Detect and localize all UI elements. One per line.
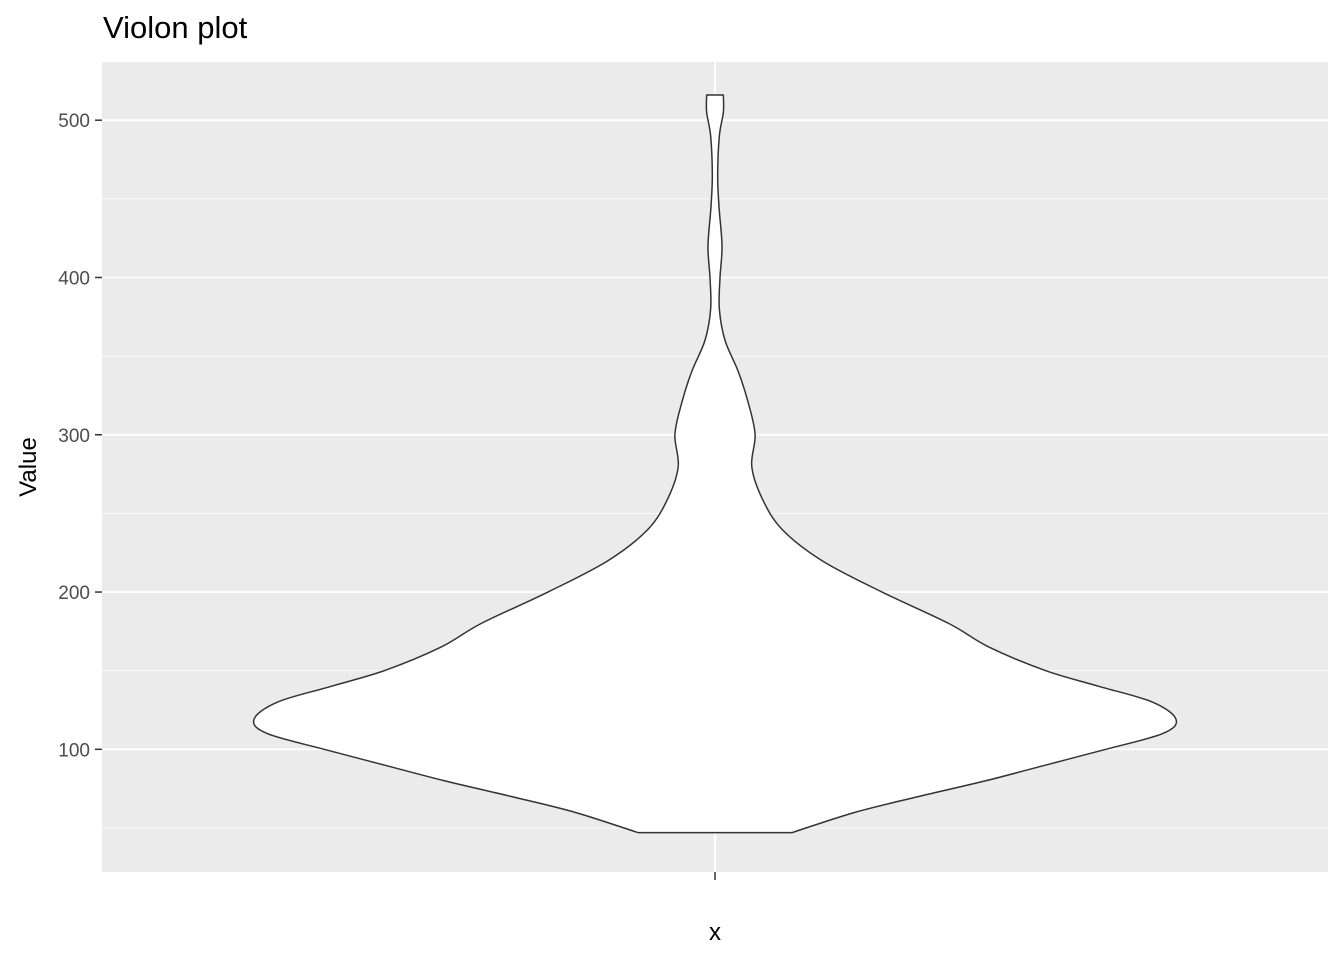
y-tick-label: 400	[58, 268, 90, 289]
y-tick-label: 500	[58, 111, 90, 132]
y-axis-title: Value	[15, 437, 42, 497]
y-tick-label: 100	[58, 740, 90, 761]
y-axis: 100 200 300 400 500	[58, 111, 102, 761]
violin-shape	[252, 94, 1178, 834]
chart-title: Violon plot	[103, 10, 248, 45]
x-axis-title: x	[709, 919, 721, 946]
y-tick-label: 300	[58, 426, 90, 447]
y-tick-label: 200	[58, 583, 90, 604]
